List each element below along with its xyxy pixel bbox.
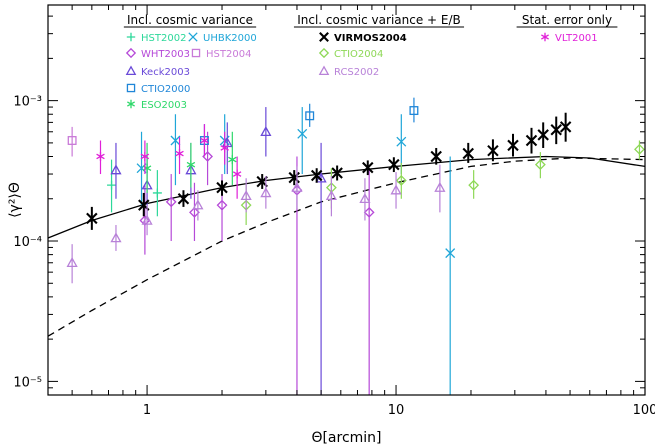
data-point — [388, 158, 400, 171]
data-point — [363, 206, 375, 218]
legend: Incl. cosmic variance Incl. cosmic varian… — [123, 13, 618, 111]
data-point — [550, 124, 562, 136]
data-point — [107, 180, 117, 190]
data-point — [507, 139, 519, 152]
legend-label: VLT2001 — [555, 33, 598, 44]
series-eso2003 — [142, 131, 237, 193]
legend-marker — [318, 47, 330, 59]
x-axis-label: Θ[arcmin] — [311, 430, 381, 446]
data-point — [634, 143, 645, 155]
data-point — [468, 179, 480, 191]
data-point — [487, 144, 499, 157]
data-point — [96, 151, 105, 161]
data-point — [331, 167, 343, 179]
data-point — [152, 188, 162, 198]
data-point — [260, 187, 272, 198]
data-point — [525, 134, 538, 147]
series-rcs2002 — [66, 164, 446, 284]
legend-marker — [125, 65, 137, 76]
x-tick-label: 10 — [388, 403, 405, 418]
data-point — [291, 181, 303, 192]
legend-marker — [127, 99, 135, 109]
series-hst2002 — [107, 159, 162, 217]
legend-label: CTIO2004 — [334, 49, 383, 60]
data-point — [67, 136, 77, 145]
data-point — [537, 129, 549, 141]
legend-label: WHT2003 — [141, 49, 190, 60]
legend-marker — [191, 48, 201, 58]
plot-frame — [47, 4, 646, 396]
x-tick-label: 1 — [143, 403, 151, 418]
data-point — [396, 136, 407, 147]
data-point — [216, 181, 228, 194]
legend-marker — [318, 65, 330, 76]
legend-group-title: Incl. cosmic variance + E/B — [297, 13, 461, 27]
legend-label: UHBK2000 — [203, 33, 257, 44]
data-point — [240, 189, 252, 201]
data-point — [186, 160, 196, 170]
legend-group-title: Incl. cosmic variance — [127, 13, 253, 27]
legend-marker — [126, 83, 136, 93]
data-point — [220, 143, 229, 153]
data-points — [66, 97, 645, 395]
data-point — [139, 215, 151, 226]
data-point — [430, 150, 442, 163]
data-point — [409, 106, 419, 116]
data-point — [310, 169, 323, 182]
data-point — [534, 159, 546, 171]
data-point — [559, 121, 572, 133]
data-point — [362, 161, 374, 174]
legend-marker — [319, 32, 329, 42]
x-tick-label: 100 — [633, 403, 655, 418]
data-point — [228, 155, 237, 165]
y-tick-label: 10⁻⁴ — [13, 235, 42, 250]
y-axis-label: ⟨γ²⟩Θ — [7, 182, 23, 218]
data-point — [359, 192, 371, 204]
series-virmos2004 — [86, 112, 572, 230]
legend-label: HST2004 — [206, 49, 251, 60]
legend-label: HST2002 — [141, 33, 186, 44]
data-point — [175, 149, 184, 159]
y-tick-label: 10⁻³ — [13, 95, 42, 110]
legend-group-title: Stat. error only — [522, 13, 612, 27]
series-hst2004 — [67, 126, 77, 157]
data-point — [216, 199, 228, 211]
data-point — [200, 136, 209, 146]
data-point — [390, 184, 402, 195]
y-tick-label: 10⁻⁵ — [13, 375, 42, 390]
data-point — [170, 135, 181, 146]
legend-marker — [126, 32, 136, 42]
data-point — [260, 125, 272, 137]
data-point — [165, 196, 177, 208]
data-point — [110, 164, 122, 175]
data-point — [325, 189, 338, 201]
data-point — [66, 256, 78, 268]
data-point — [232, 169, 242, 179]
data-point — [192, 199, 204, 210]
data-point — [305, 111, 315, 121]
data-point — [140, 151, 150, 161]
data-point — [141, 214, 153, 225]
legend-label: Keck2003 — [141, 67, 190, 78]
data-point — [434, 181, 446, 192]
legend-label: ESO2003 — [141, 100, 187, 111]
legend-label: RCS2002 — [334, 67, 379, 78]
data-point — [297, 128, 308, 139]
data-point — [462, 147, 474, 160]
series-vlt2001 — [96, 124, 242, 199]
data-point — [445, 248, 456, 259]
legend-marker — [125, 47, 137, 59]
legend-label: CTIO2000 — [141, 84, 190, 95]
data-point — [395, 175, 407, 186]
data-point — [177, 193, 190, 205]
axis-ticks: 1 10 100 10⁻⁵ 10⁻⁴ 10⁻³ — [13, 5, 655, 418]
data-point — [86, 212, 98, 225]
legend-marker — [188, 32, 198, 42]
legend-marker — [541, 32, 549, 42]
legend-label: VIRMOS2004 — [334, 33, 407, 44]
data-point — [110, 232, 122, 243]
